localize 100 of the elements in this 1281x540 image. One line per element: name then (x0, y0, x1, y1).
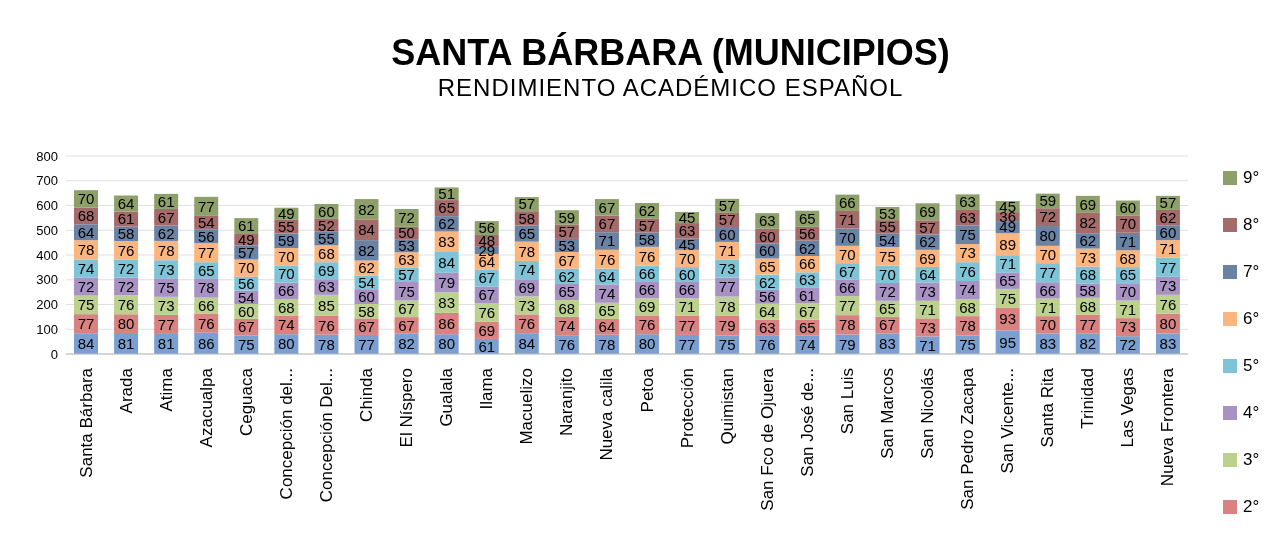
data-label: 80 (117, 315, 135, 333)
legend-label: 9° (1243, 168, 1260, 188)
data-label: 78 (598, 335, 616, 353)
data-label: 76 (598, 250, 616, 268)
data-label: 89 (999, 235, 1016, 253)
data-label: 80 (438, 335, 455, 353)
data-label: 67 (478, 286, 496, 304)
data-label: 71 (839, 211, 856, 229)
x-tick-label: Arada (116, 367, 136, 414)
data-label: 84 (518, 334, 536, 352)
x-tick-label: Santa Rita (1038, 367, 1058, 448)
data-label: 76 (959, 262, 976, 280)
x-tick-label: Concepción del... (276, 368, 296, 500)
data-label: 76 (518, 315, 536, 333)
data-label: 60 (1159, 224, 1177, 242)
data-label: 85 (318, 296, 335, 314)
data-label: 93 (999, 310, 1016, 328)
data-label: 83 (1159, 335, 1177, 353)
data-label: 64 (758, 303, 776, 320)
data-label: 77 (1039, 264, 1057, 282)
data-label: 63 (959, 193, 976, 211)
data-label: 58 (638, 230, 656, 248)
data-label: 74 (278, 316, 295, 334)
data-label: 67 (157, 208, 175, 226)
x-tick-label: Nueva Frontera (1158, 367, 1178, 487)
data-label: 73 (1119, 318, 1137, 336)
data-label: 74 (798, 336, 816, 354)
data-label: 68 (558, 299, 576, 317)
data-label: 68 (1079, 266, 1097, 284)
data-label: 71 (1159, 240, 1177, 258)
data-label: 70 (237, 259, 255, 277)
x-tick-label: Azacualpa (196, 367, 216, 448)
data-label: 70 (879, 265, 896, 283)
data-label: 72 (77, 278, 95, 296)
data-label: 76 (197, 314, 215, 332)
data-label: 68 (77, 207, 95, 225)
data-label: 75 (959, 226, 976, 244)
data-label: 77 (839, 296, 856, 314)
data-label: 80 (278, 335, 295, 353)
data-label: 67 (598, 198, 616, 216)
data-label: 71 (718, 241, 736, 259)
data-label: 66 (197, 297, 215, 315)
data-label: 77 (1159, 258, 1177, 276)
data-label: 73 (1079, 248, 1097, 266)
data-label: 71 (598, 232, 616, 250)
data-label: 70 (1039, 245, 1057, 263)
x-tick-label: Ceguaca (236, 367, 256, 437)
data-label: 69 (919, 203, 936, 221)
x-tick-label: San Pedro Zacapa (958, 367, 978, 510)
data-label: 77 (77, 315, 95, 333)
data-label: 75 (959, 336, 976, 354)
data-label: 71 (1119, 232, 1137, 250)
data-label: 67 (398, 300, 415, 318)
data-label: 63 (758, 212, 776, 230)
data-label: 70 (278, 248, 295, 266)
data-label: 84 (358, 221, 375, 239)
data-label: 66 (638, 281, 656, 299)
data-label: 72 (879, 283, 896, 301)
legend-label: 7° (1243, 262, 1260, 282)
data-label: 67 (558, 251, 576, 269)
data-label: 59 (558, 208, 576, 226)
data-label: 72 (117, 277, 135, 295)
data-label: 69 (1079, 195, 1097, 213)
x-tick-label: San Luis (837, 368, 857, 435)
data-label: 70 (1119, 283, 1137, 301)
data-label: 65 (1119, 266, 1137, 284)
data-label: 65 (798, 318, 816, 336)
data-label: 57 (638, 216, 656, 234)
data-label: 67 (879, 316, 896, 334)
data-label: 77 (1079, 315, 1097, 333)
data-label: 72 (398, 209, 415, 227)
data-label: 74 (518, 261, 536, 279)
x-tick-label: Nueva calila (597, 367, 617, 461)
data-label: 82 (358, 241, 375, 259)
data-label: 72 (1119, 336, 1137, 354)
data-label: 70 (1039, 316, 1057, 334)
data-label: 67 (478, 269, 496, 287)
data-label: 68 (1079, 297, 1097, 315)
data-label: 76 (318, 316, 335, 334)
data-label: 78 (318, 335, 335, 353)
data-label: 84 (438, 253, 455, 271)
data-label: 61 (157, 192, 175, 210)
data-label: 63 (758, 318, 776, 336)
legend-label: 6° (1243, 309, 1260, 329)
data-label: 78 (959, 317, 976, 335)
data-label: 64 (598, 318, 616, 336)
data-label: 66 (678, 281, 696, 299)
data-label: 77 (678, 335, 696, 353)
data-label: 76 (758, 335, 776, 353)
data-label: 65 (598, 302, 616, 320)
x-tick-label: San Nicolás (918, 368, 938, 459)
data-label: 77 (718, 278, 736, 296)
y-tick-label: 800 (36, 148, 58, 164)
data-label: 69 (478, 321, 496, 339)
data-label: 69 (318, 262, 335, 280)
legend-label: 5° (1243, 356, 1260, 376)
data-label: 77 (197, 197, 215, 215)
data-label: 82 (358, 200, 375, 218)
x-tick-label: Santa Bárbara (76, 367, 96, 478)
data-label: 59 (1039, 192, 1057, 210)
